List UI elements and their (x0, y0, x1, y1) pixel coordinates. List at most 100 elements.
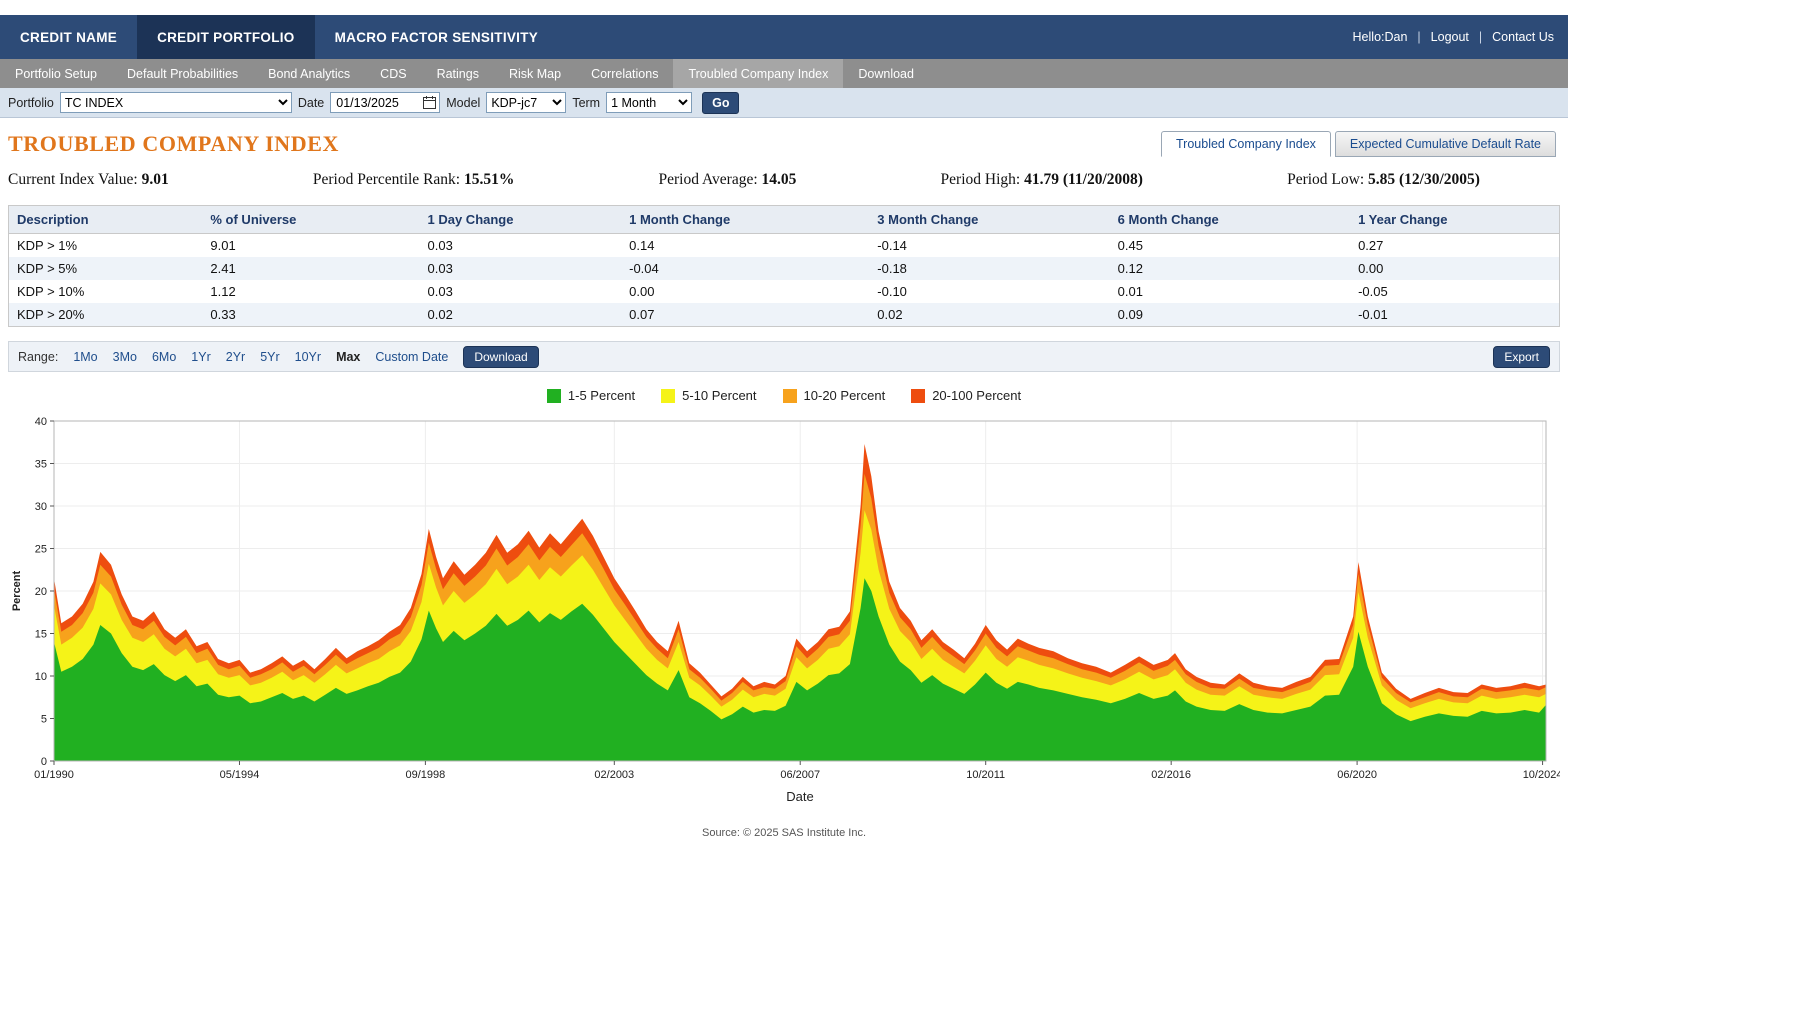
tab-troubled-company-index[interactable]: Troubled Company Index (1161, 131, 1331, 157)
go-button[interactable]: Go (702, 92, 739, 114)
legend-item: 20-100 Percent (911, 388, 1021, 403)
svg-text:15: 15 (35, 629, 47, 641)
chart-legend: 1-5 Percent 5-10 Percent 10-20 Percent 20-1… (0, 388, 1568, 403)
source-attribution: Source: © 2025 SAS Institute Inc. (0, 827, 1568, 839)
svg-text:05/1994: 05/1994 (220, 769, 260, 781)
legend-swatch (661, 389, 675, 403)
top-nav: CREDIT NAME CREDIT PORTFOLIO MACRO FACTO… (0, 15, 1568, 59)
range-max[interactable]: Max (336, 350, 360, 364)
range-label: Range: (18, 350, 58, 364)
top-nav-user-area: Hello:Dan | Logout | Contact Us (1353, 15, 1568, 59)
svg-text:25: 25 (35, 544, 47, 556)
calendar-icon[interactable] (423, 96, 436, 109)
view-tabs: Troubled Company Index Expected Cumulati… (1161, 131, 1560, 157)
range-5yr[interactable]: 5Yr (260, 350, 279, 364)
top-nav-items: CREDIT NAME CREDIT PORTFOLIO MACRO FACTO… (0, 15, 558, 59)
model-select[interactable]: KDP-jc7 (486, 92, 566, 113)
range-1mo[interactable]: 1Mo (73, 350, 97, 364)
legend-item: 10-20 Percent (783, 388, 886, 403)
subnav-default-probabilities[interactable]: Default Probabilities (112, 59, 253, 88)
date-label: Date (298, 96, 324, 110)
subnav-portfolio-setup[interactable]: Portfolio Setup (0, 59, 112, 88)
subnav-ratings[interactable]: Ratings (422, 59, 494, 88)
top-nav-credit-name[interactable]: CREDIT NAME (0, 15, 137, 59)
svg-text:09/1998: 09/1998 (406, 769, 446, 781)
term-select[interactable]: 1 Month (606, 92, 692, 113)
cell: 0.27 (1350, 234, 1559, 258)
legend-item: 1-5 Percent (547, 388, 635, 403)
svg-text:02/2003: 02/2003 (594, 769, 634, 781)
stat-value: 5.85 (12/30/2005) (1368, 171, 1480, 188)
tab-expected-cumulative-default-rate[interactable]: Expected Cumulative Default Rate (1335, 131, 1556, 157)
cell: KDP > 5% (9, 257, 203, 280)
range-2yr[interactable]: 2Yr (226, 350, 245, 364)
legend-label: 20-100 Percent (932, 388, 1021, 403)
col-1-month-change: 1 Month Change (621, 206, 869, 234)
table-row: KDP > 5% 2.41 0.03 -0.04 -0.18 0.12 0.00 (9, 257, 1560, 280)
cell: 0.03 (420, 257, 622, 280)
stat-value: 14.05 (762, 171, 797, 188)
svg-text:40: 40 (35, 416, 47, 428)
cell: 0.12 (1110, 257, 1350, 280)
legend-swatch (783, 389, 797, 403)
stat-period-low: Period Low: 5.85 (12/30/2005) (1287, 171, 1480, 189)
app-container: CREDIT NAME CREDIT PORTFOLIO MACRO FACTO… (0, 0, 1568, 839)
legend-item: 5-10 Percent (661, 388, 756, 403)
range-custom-date[interactable]: Custom Date (375, 350, 448, 364)
legend-label: 5-10 Percent (682, 388, 756, 403)
legend-label: 10-20 Percent (804, 388, 886, 403)
stat-period-average: Period Average: 14.05 (659, 171, 797, 189)
col-pct-of-universe: % of Universe (202, 206, 419, 234)
svg-text:5: 5 (41, 714, 47, 726)
cell: 0.02 (869, 303, 1109, 327)
range-10yr[interactable]: 10Yr (295, 350, 321, 364)
subnav-cds[interactable]: CDS (365, 59, 421, 88)
stat-label: Period Low: (1287, 171, 1364, 188)
subnav-bond-analytics[interactable]: Bond Analytics (253, 59, 365, 88)
cell: KDP > 20% (9, 303, 203, 327)
portfolio-select[interactable]: TC INDEX (60, 92, 292, 113)
legend-swatch (547, 389, 561, 403)
svg-text:02/2016: 02/2016 (1151, 769, 1191, 781)
stat-label: Current Index Value: (8, 171, 138, 188)
cell: 0.45 (1110, 234, 1350, 258)
cell: -0.10 (869, 280, 1109, 303)
col-6-month-change: 6 Month Change (1110, 206, 1350, 234)
logout-link[interactable]: Logout (1431, 30, 1469, 44)
col-1-day-change: 1 Day Change (420, 206, 622, 234)
cell: 0.01 (1110, 280, 1350, 303)
range-1yr[interactable]: 1Yr (191, 350, 210, 364)
subnav-troubled-company-index[interactable]: Troubled Company Index (673, 59, 843, 88)
download-button[interactable]: Download (463, 346, 538, 368)
table-header-row: Description % of Universe 1 Day Change 1… (9, 206, 1560, 234)
cell: 0.03 (420, 234, 622, 258)
legend-swatch (911, 389, 925, 403)
svg-text:35: 35 (35, 459, 47, 471)
table-row: KDP > 1% 9.01 0.03 0.14 -0.14 0.45 0.27 (9, 234, 1560, 258)
top-nav-credit-portfolio[interactable]: CREDIT PORTFOLIO (137, 15, 315, 59)
cell: 0.00 (621, 280, 869, 303)
range-6mo[interactable]: 6Mo (152, 350, 176, 364)
cell: 0.03 (420, 280, 622, 303)
top-nav-macro-factor-sensitivity[interactable]: MACRO FACTOR SENSITIVITY (315, 15, 558, 59)
stat-current-index-value: Current Index Value: 9.01 (8, 171, 169, 189)
stat-period-high: Period High: 41.79 (11/20/2008) (941, 171, 1143, 189)
svg-text:10/2024: 10/2024 (1523, 769, 1560, 781)
cell: 9.01 (202, 234, 419, 258)
svg-text:0: 0 (41, 756, 47, 768)
cell: -0.14 (869, 234, 1109, 258)
cell: KDP > 10% (9, 280, 203, 303)
subnav-download[interactable]: Download (843, 59, 929, 88)
svg-text:06/2007: 06/2007 (780, 769, 820, 781)
contact-us-link[interactable]: Contact Us (1492, 30, 1554, 44)
export-button[interactable]: Export (1493, 346, 1550, 368)
subnav-correlations[interactable]: Correlations (576, 59, 673, 88)
range-bar: Range: 1Mo 3Mo 6Mo 1Yr 2Yr 5Yr 10Yr Max … (8, 341, 1560, 372)
subnav-risk-map[interactable]: Risk Map (494, 59, 576, 88)
stat-value: 15.51% (464, 171, 514, 188)
svg-text:Percent: Percent (11, 570, 23, 611)
kdp-table: Description % of Universe 1 Day Change 1… (8, 205, 1560, 327)
table-row: KDP > 10% 1.12 0.03 0.00 -0.10 0.01 -0.0… (9, 280, 1560, 303)
range-3mo[interactable]: 3Mo (113, 350, 137, 364)
svg-text:30: 30 (35, 501, 47, 513)
